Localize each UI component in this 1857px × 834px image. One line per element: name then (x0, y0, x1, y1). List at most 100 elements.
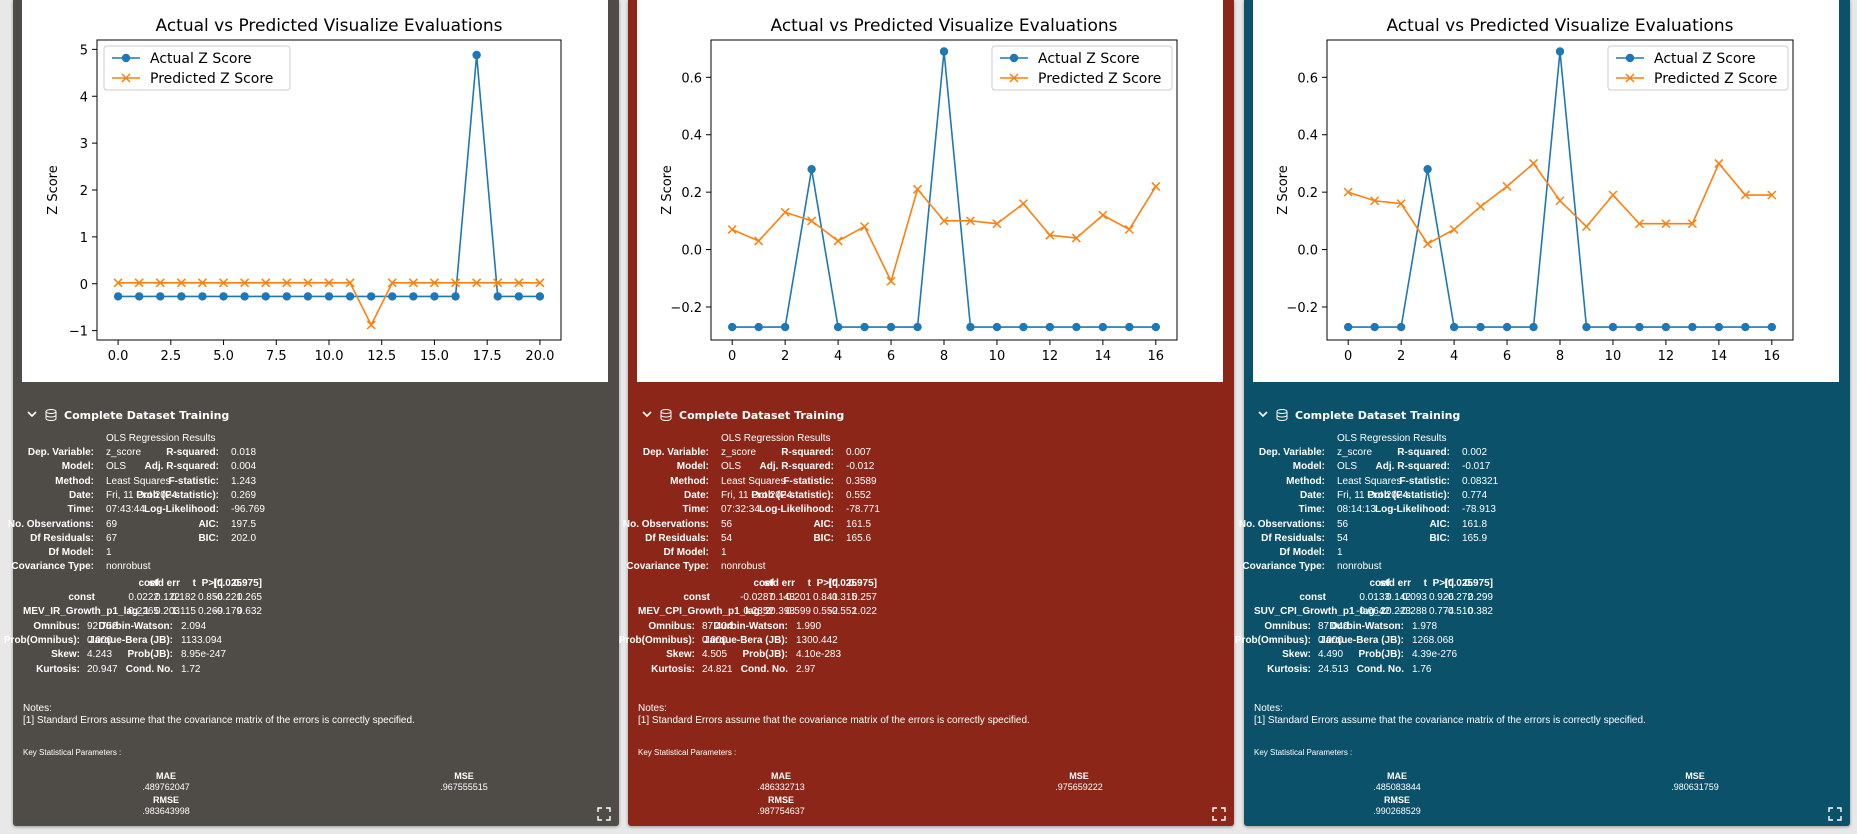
ols-left-value: 54 (721, 532, 733, 544)
predicted-point (992, 219, 1002, 229)
coef-value: -0.552 (828, 606, 857, 618)
chart-title: Actual vs Predicted Visualize Evaluation… (1386, 16, 1733, 36)
ols-right-label: Log-Likelihood: (144, 504, 219, 516)
diag-left-label: Skew: (666, 649, 695, 661)
expand-icon[interactable] (1212, 806, 1226, 821)
diag-left-label: Prob(Omnibus): (3, 634, 80, 646)
ols-left-label: Model: (676, 461, 709, 473)
coef-header: 0.975] (233, 577, 262, 589)
ols-right-value: 0.002 (1462, 447, 1488, 458)
ols-title: OLS Regression Results (106, 433, 216, 444)
rmse-label: RMSE (767, 795, 794, 805)
ols-left-value: nonrobust (106, 561, 151, 573)
notes-text: [1] Standard Errors assume that the cova… (638, 715, 1030, 726)
actual-point (1767, 322, 1777, 332)
coef-value: -0.510 (1444, 606, 1473, 618)
actual-point (1072, 322, 1081, 332)
ols-left-label: Date: (68, 489, 94, 501)
diag-left-label: Prob(Omnibus): (1234, 634, 1311, 646)
ols-left-value: z_score (1337, 447, 1373, 458)
predicted-point (1767, 190, 1777, 200)
predicted-point (1098, 210, 1108, 220)
predicted-point (912, 184, 923, 194)
ols-right-value: 0.552 (846, 489, 872, 501)
diag-left-label: Omnibus: (648, 620, 695, 632)
coef-header: t (807, 577, 811, 589)
predicted-point (429, 278, 439, 288)
ols-right-value: 202.0 (231, 532, 257, 544)
predicted-point (1608, 190, 1618, 200)
chart-title: Actual vs Predicted Visualize Evaluation… (770, 16, 1117, 36)
x-tick-label: 12 (1658, 349, 1675, 364)
coef-header: std err (763, 577, 795, 589)
y-tick-label: −0.2 (670, 301, 702, 316)
coef-row-name: MEV_IR_Growth_p1_lag_1 (23, 606, 150, 618)
predicted-point (1581, 222, 1592, 232)
actual-point (1125, 322, 1134, 332)
actual-point (860, 322, 869, 332)
actual-point (939, 47, 949, 56)
ols-right-label: R-squared: (166, 447, 219, 458)
chevron-down-icon[interactable] (25, 410, 39, 421)
coef-header: P>|t| (201, 577, 223, 589)
section-header-toggle[interactable]: Complete Dataset Training (1256, 408, 1460, 422)
ols-left-label: Time: (682, 504, 710, 516)
ols-left-label: No. Observations: (7, 518, 94, 530)
ols-left-value: 54 (1337, 532, 1349, 544)
actual-point (1423, 164, 1432, 174)
y-tick-label: 0.2 (681, 186, 702, 201)
database-icon (660, 409, 673, 422)
chevron-down-icon[interactable] (1256, 410, 1270, 421)
expand-icon[interactable] (1828, 806, 1842, 821)
section-header-toggle[interactable]: Complete Dataset Training (640, 408, 844, 422)
predicted-point (1151, 181, 1161, 191)
x-tick-label: 2.5 (160, 349, 181, 364)
ols-right-label: Prob (F-statistic): (1367, 489, 1450, 501)
chart-legend: Actual Z Score Predicted Z Score (103, 45, 291, 91)
ols-left-label: Df Model: (48, 547, 94, 559)
predicted-point (1714, 158, 1724, 168)
chart-container: Actual vs Predicted Visualize Evaluation… (637, 0, 1223, 382)
predicted-point (860, 222, 870, 232)
chevron-down-icon[interactable] (640, 410, 654, 421)
actual-point (1343, 322, 1353, 332)
diag-right-value: 1.990 (796, 620, 822, 632)
actual-point (780, 322, 790, 332)
legend-label: Predicted Z Score (1038, 71, 1161, 87)
plot-frame (96, 39, 562, 341)
coef-value: 0.774 (1428, 606, 1454, 618)
expand-icon[interactable] (597, 806, 611, 821)
x-tick-label: 5.0 (213, 349, 234, 364)
diag-left-label: Omnibus: (33, 620, 80, 632)
ols-left-value: nonrobust (1337, 561, 1382, 573)
y-tick-label: 0 (80, 278, 88, 293)
ols-left-value: z_score (721, 447, 757, 458)
diag-right-value: 1.72 (181, 663, 201, 675)
chart-title: Actual vs Predicted Visualize Evaluation… (155, 16, 502, 36)
section-header-toggle[interactable]: Complete Dataset Training (25, 408, 229, 422)
actual-point (493, 292, 502, 301)
predicted-point (176, 278, 186, 288)
predicted-point (303, 278, 313, 288)
y-tick-label: 0.0 (681, 244, 702, 259)
ols-left-value: 1 (106, 547, 112, 559)
ols-right-label: Adj. R-squared: (144, 461, 219, 473)
coef-header: [0.025 (213, 577, 242, 589)
ols-right-value: 0.018 (231, 447, 257, 458)
actual-point (913, 322, 922, 332)
ols-right-label: AIC: (198, 518, 219, 530)
coef-header: 0.975] (848, 577, 877, 589)
key-params-label: Key Statistical Parameters : (1254, 748, 1353, 757)
legend-label: Actual Z Score (1654, 51, 1756, 67)
x-tick-label: 12.5 (367, 349, 396, 364)
ols-right-value: 0.08321 (1462, 475, 1499, 487)
diag-left-value: 24.513 (1318, 663, 1349, 675)
rmse-label: RMSE (1383, 795, 1410, 805)
line-chart: Actual vs Predicted Visualize Evaluation… (660, 16, 1178, 364)
line-chart: Actual vs Predicted Visualize Evaluation… (46, 16, 562, 364)
y-tick-label: 0.6 (1297, 71, 1318, 86)
y-tick-label: 0.0 (1297, 244, 1318, 259)
ols-right-label: BIC: (1429, 532, 1450, 544)
coef-value: 0.856 (197, 592, 223, 603)
predicted-point (833, 236, 843, 246)
